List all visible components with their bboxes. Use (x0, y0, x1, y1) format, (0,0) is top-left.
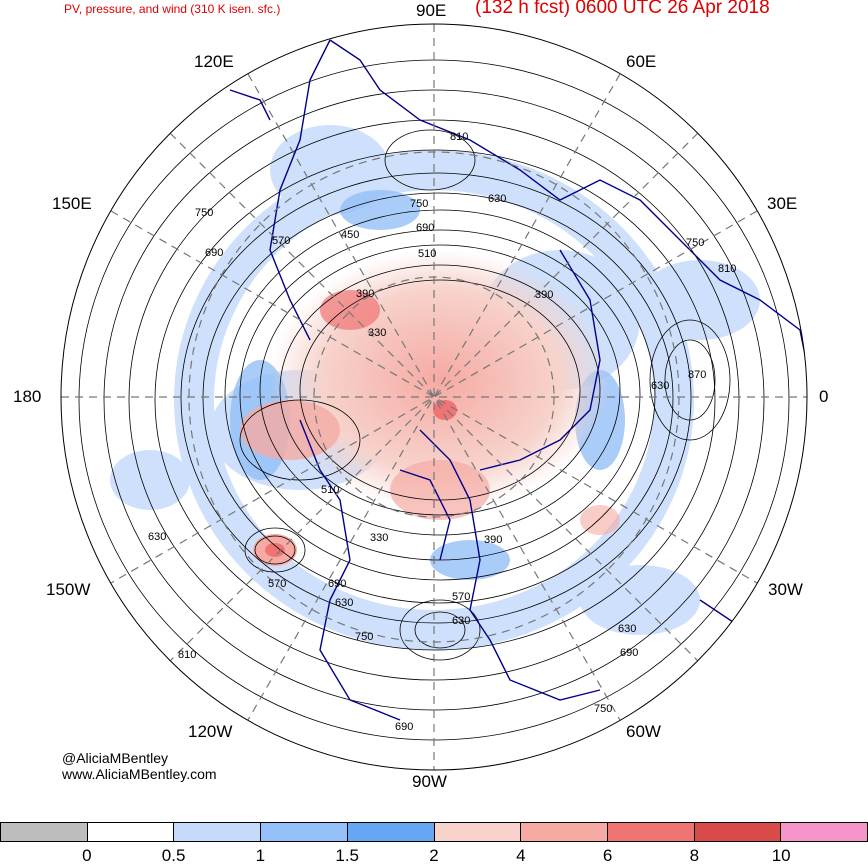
contour-label: 330 (368, 327, 386, 339)
colorbar-swatch (261, 822, 348, 842)
colorbar-tick-label: 0 (82, 846, 92, 865)
contour-label: 570 (268, 578, 286, 590)
colorbar-tick-label: 2 (429, 846, 439, 865)
colorbar-swatch (781, 822, 868, 842)
pv-mid-blue-bands (230, 190, 625, 580)
credit-handle: @AliciaMBentley (62, 750, 169, 766)
colorbar-swatch (694, 822, 782, 842)
contour-label: 390 (484, 534, 502, 546)
lon-label-60w: 60W (626, 722, 661, 741)
colorbar-tick-label: 1 (255, 846, 266, 865)
contour-label: 510 (418, 248, 436, 260)
colorbar-swatch (521, 822, 608, 842)
contour-label: 690 (205, 247, 223, 259)
contour-label: 450 (341, 229, 359, 241)
contour-value-labels: 810 750 630 690 570 510 450 390 330 390 … (148, 131, 736, 733)
chart-subtitle: PV, pressure, and wind (310 K isen. sfc.… (64, 2, 281, 16)
colorbar-tick-label: 6 (602, 846, 613, 865)
contour-label: 690 (395, 721, 413, 733)
contour-label: 390 (535, 289, 553, 301)
contour-label: 630 (335, 597, 353, 609)
contour-label: 750 (410, 198, 428, 210)
colorbar-swatch (347, 822, 435, 842)
colorbar-swatch (607, 822, 695, 842)
contour-label: 630 (148, 531, 166, 543)
contour-label: 630 (651, 380, 669, 392)
contour-label: 630 (618, 623, 636, 635)
contour-label: 750 (686, 237, 704, 249)
forecast-time-title: (132 h fcst) 0600 UTC 26 Apr 2018 (475, 0, 770, 18)
contour-label: 510 (321, 484, 339, 496)
colorbar-swatch (174, 822, 262, 842)
lon-label-30w: 30W (768, 580, 803, 599)
contour-label: 630 (452, 615, 470, 627)
pv-colorbar (0, 822, 868, 844)
polar-map: 810 750 630 690 570 510 450 390 330 390 … (60, 23, 808, 771)
colorbar-tick-label: 0.5 (161, 846, 186, 865)
lon-label-150w: 150W (46, 580, 91, 599)
contour-label: 390 (356, 288, 374, 300)
lon-label-150e: 150E (52, 194, 92, 213)
lon-label-60e: 60E (626, 52, 657, 71)
colorbar-swatch (87, 822, 175, 842)
credit-website: www.AliciaMBentley.com (62, 766, 217, 782)
contour-label: 690 (416, 222, 434, 234)
lon-label-120w: 120W (188, 722, 233, 741)
lon-label-0: 0 (819, 387, 829, 406)
contour-label: 690 (620, 647, 638, 659)
colorbar-tick-label: 4 (516, 846, 526, 865)
lon-label-180: 180 (13, 387, 42, 406)
contour-label: 570 (452, 591, 470, 603)
contour-label: 870 (688, 369, 706, 381)
contour-label: 810 (178, 649, 196, 661)
graticule (61, 24, 807, 770)
colorbar-swatch (0, 822, 88, 842)
contour-label: 750 (355, 631, 373, 643)
contour-label: 330 (370, 532, 388, 544)
colorbar-tick-label: 10 (771, 846, 791, 865)
lon-label-90e: 90E (416, 1, 447, 20)
contour-label: 750 (195, 207, 213, 219)
contour-label: 750 (594, 703, 612, 715)
continent-outlines (229, 39, 807, 721)
contour-label: 630 (488, 193, 506, 205)
contour-label: 810 (450, 131, 468, 143)
contour-label: 810 (718, 263, 736, 275)
lon-label-90w: 90W (412, 772, 447, 791)
colorbar-tick-label: 1.5 (335, 846, 360, 865)
contour-label: 690 (328, 578, 346, 590)
contour-label: 570 (272, 235, 290, 247)
colorbar-swatch (434, 822, 522, 842)
colorbar-tick-label: 8 (689, 846, 700, 865)
lon-label-120e: 120E (194, 52, 234, 71)
lon-label-30e: 30E (767, 194, 798, 213)
